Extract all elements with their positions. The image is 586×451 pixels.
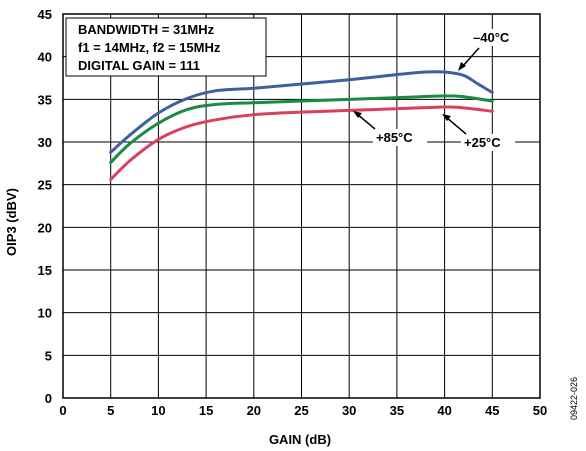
series-line-2 (109, 105, 494, 182)
y-tick-label-25: 25 (38, 178, 52, 193)
plot-frame (62, 13, 541, 399)
y-tick-label-45: 45 (38, 7, 52, 22)
y-tick-label-30: 30 (38, 135, 52, 150)
annotation-line-bandwidth: BANDWIDTH = 31MHz (78, 22, 215, 37)
annotation-line-frequencies: f1 = 14MHz, f2 = 15MHz (78, 40, 221, 55)
x-tick-label-20: 20 (247, 403, 261, 418)
x-tick-label-25: 25 (294, 403, 308, 418)
label-text-minus40: –40°C (473, 30, 510, 45)
x-tick-label-5: 5 (107, 403, 114, 418)
series-label-plus85: +85°C (353, 111, 427, 146)
annotation-line-digital-gain: DIGITAL GAIN = 111 (78, 58, 200, 73)
label-arrow-plus25 (445, 116, 467, 135)
x-tick-label-40: 40 (437, 403, 451, 418)
series-label-plus25: +25°C (442, 114, 515, 151)
label-arrow-minus40 (461, 47, 480, 68)
series-lines (109, 70, 494, 182)
x-tick-label-35: 35 (390, 403, 404, 418)
x-tick-label-0: 0 (59, 403, 66, 418)
y-tick-label-20: 20 (38, 220, 52, 235)
series-line-1 (109, 94, 494, 164)
x-tick-label-45: 45 (485, 403, 499, 418)
annotation-box: BANDWIDTH = 31MHz f1 = 14MHz, f2 = 15MHz… (65, 17, 267, 77)
y-tick-label-35: 35 (38, 92, 52, 107)
figure-id: 09422-026 (569, 377, 579, 420)
y-tick-label-5: 5 (45, 348, 52, 363)
label-text-plus85: +85°C (376, 130, 413, 145)
label-text-plus25: +25°C (464, 135, 501, 150)
grid (62, 13, 541, 399)
y-tick-label-15: 15 (38, 263, 52, 278)
x-tick-label-15: 15 (199, 403, 213, 418)
tick-labels: 0 5 10 15 20 25 30 35 40 45 50 0 5 10 15 20 25 30 35 40 45 (38, 7, 548, 418)
x-tick-label-30: 30 (342, 403, 356, 418)
annotation-box-frame (65, 17, 267, 77)
label-arrow-plus85 (356, 113, 376, 130)
label-bg-plus25 (461, 134, 515, 151)
label-arrowhead-plus85 (353, 111, 362, 118)
y-tick-label-10: 10 (38, 306, 52, 321)
x-tick-label-50: 50 (533, 403, 547, 418)
y-axis-label: OIP3 (dBV) (4, 188, 19, 256)
label-arrowhead-plus25 (442, 114, 451, 121)
x-axis-label: GAIN (dB) (269, 432, 331, 447)
y-tick-label-40: 40 (38, 50, 52, 65)
x-tick-label-10: 10 (151, 403, 165, 418)
series-line-0 (109, 70, 494, 154)
label-arrowhead-minus40 (458, 62, 466, 71)
series-label-minus40: –40°C (458, 29, 524, 71)
label-bg-minus40 (470, 29, 524, 46)
label-bg-plus85 (373, 129, 427, 146)
y-tick-label-0: 0 (45, 391, 52, 406)
